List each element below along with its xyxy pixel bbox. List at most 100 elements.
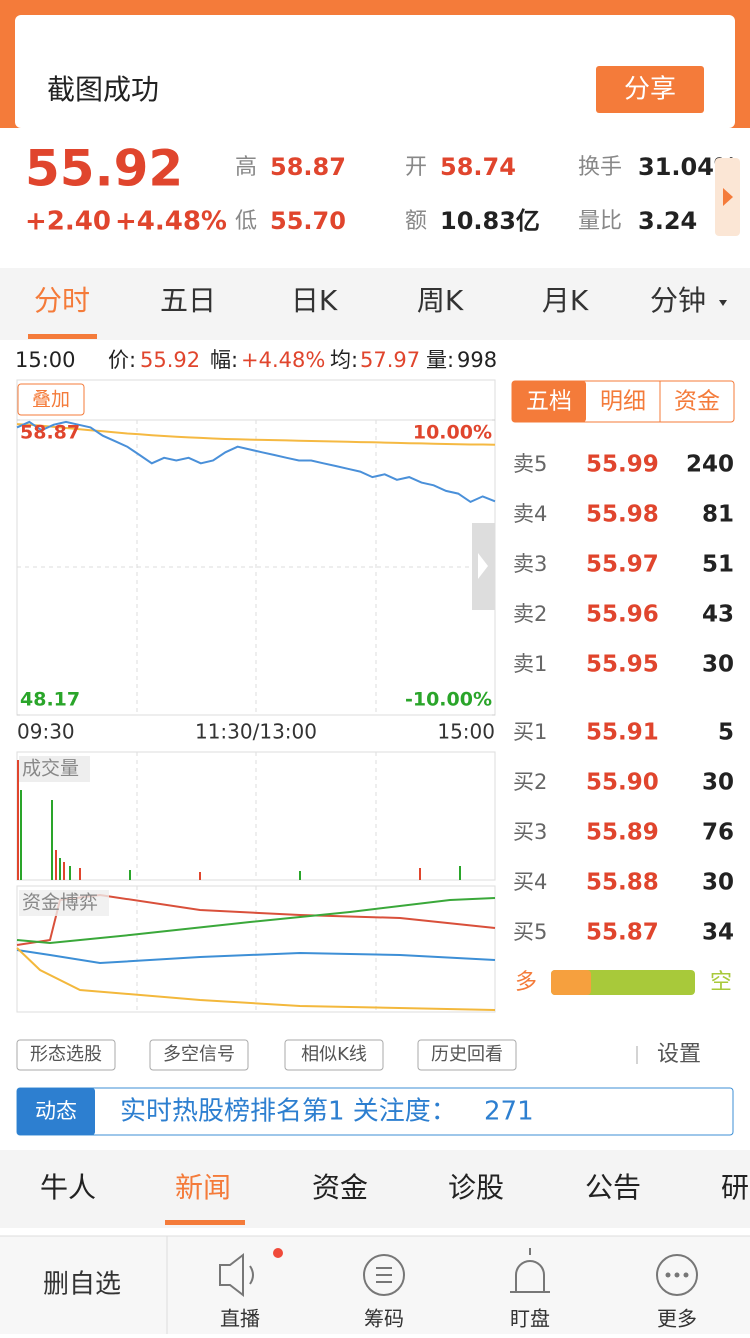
orderbook-tab[interactable]: 五档 bbox=[526, 389, 572, 415]
stat-label: 开 bbox=[405, 155, 427, 180]
level-price: 55.98 bbox=[586, 502, 659, 528]
label-bg bbox=[19, 890, 109, 916]
level-price: 55.95 bbox=[586, 652, 659, 678]
stat-label: 量比 bbox=[578, 209, 622, 234]
level-label: 买1 bbox=[513, 720, 547, 744]
level-price: 55.88 bbox=[586, 870, 659, 896]
active-tab bbox=[512, 381, 586, 422]
bottom-tab[interactable]: 新闻 bbox=[175, 1171, 231, 1204]
change-pct: +4.48% bbox=[115, 207, 227, 237]
level-price: 55.87 bbox=[586, 920, 659, 946]
tool-button[interactable] bbox=[417, 1039, 517, 1071]
overlay-label[interactable]: 叠加 bbox=[32, 389, 70, 411]
arrow bbox=[478, 553, 488, 579]
stat-value: 58.74 bbox=[440, 153, 516, 181]
x-label: 11:30/13:00 bbox=[195, 720, 317, 744]
orderbook-tab[interactable]: 明细 bbox=[600, 389, 646, 415]
long: 多 bbox=[515, 970, 537, 995]
tab-bar bbox=[0, 268, 750, 340]
level-label: 卖4 bbox=[513, 502, 547, 526]
tool-label[interactable]: 形态选股 bbox=[30, 1044, 102, 1065]
x-label: 15:00 bbox=[437, 720, 495, 744]
level-volume: 30 bbox=[702, 652, 734, 678]
y2-tick-label: 10.00% bbox=[413, 422, 492, 444]
info-pct: +4.48% bbox=[241, 348, 325, 372]
level-price: 55.90 bbox=[586, 770, 659, 796]
level-volume: 81 bbox=[702, 502, 734, 528]
tool-label[interactable]: 历史回看 bbox=[431, 1044, 503, 1065]
level-label: 买5 bbox=[513, 920, 547, 944]
stat-label: 高 bbox=[235, 155, 257, 180]
level-price: 55.89 bbox=[586, 820, 659, 846]
volume-label: 成交量 bbox=[22, 758, 79, 780]
tab[interactable]: 分钟 bbox=[650, 284, 706, 317]
clip bbox=[0, 128, 750, 148]
level-volume: 30 bbox=[702, 770, 734, 796]
toolbar-item[interactable]: 直播 bbox=[220, 1307, 260, 1331]
price-line bbox=[16, 420, 496, 504]
orderbook-tab[interactable]: 资金 bbox=[674, 389, 720, 415]
level-label: 买4 bbox=[513, 870, 547, 894]
y2-tick-label: -10.00% bbox=[405, 689, 492, 711]
info-time: 15:00 bbox=[15, 348, 76, 372]
icons bbox=[219, 1248, 698, 1298]
toolbar-item[interactable]: 更多 bbox=[657, 1307, 697, 1331]
level-label: 卖3 bbox=[513, 552, 547, 576]
level-volume: 240 bbox=[686, 452, 734, 478]
fund-label: 资金博弈 bbox=[22, 892, 98, 914]
stat-value: 10.83亿 bbox=[440, 207, 540, 235]
share-button[interactable] bbox=[596, 66, 704, 113]
arrow bbox=[723, 188, 733, 206]
tab[interactable]: 分时 bbox=[34, 284, 90, 317]
bottom-tab[interactable]: 牛人 bbox=[40, 1171, 96, 1204]
bottom-tab[interactable]: 诊股 bbox=[448, 1171, 504, 1204]
fund-lines bbox=[16, 893, 496, 1011]
level-volume: 30 bbox=[702, 870, 734, 896]
y-tick-label: 58.87 bbox=[20, 422, 80, 444]
info-avg: 57.97 bbox=[360, 348, 420, 372]
toolbar bbox=[0, 1236, 750, 1334]
stat-label: 额 bbox=[405, 209, 427, 234]
overlay-button[interactable] bbox=[17, 383, 85, 416]
tool-label[interactable]: 多空信号 bbox=[163, 1044, 235, 1065]
level-label: 卖2 bbox=[513, 602, 547, 626]
x-label: 09:30 bbox=[17, 720, 75, 744]
info-vol: 998 bbox=[457, 348, 497, 372]
toast-text: 截图成功 bbox=[47, 73, 159, 106]
level-price: 55.91 bbox=[586, 720, 659, 746]
level-volume: 76 bbox=[702, 820, 734, 846]
settings[interactable]: 设置 bbox=[657, 1042, 701, 1067]
level-volume: 5 bbox=[718, 720, 734, 746]
news-count[interactable]: 271 bbox=[484, 1097, 534, 1127]
share-label[interactable]: 分享 bbox=[624, 75, 676, 105]
level-price: 55.96 bbox=[586, 602, 659, 628]
bottom-tab[interactable]: 公告 bbox=[585, 1171, 641, 1204]
tab[interactable]: 周K bbox=[417, 284, 464, 317]
level-label: 买3 bbox=[513, 820, 547, 844]
remove-watchlist[interactable]: 删自选 bbox=[43, 1270, 121, 1300]
stat-value: 58.87 bbox=[270, 153, 346, 181]
level-volume: 51 bbox=[702, 552, 734, 578]
tool-button[interactable] bbox=[284, 1039, 384, 1071]
level-price: 55.97 bbox=[586, 552, 659, 578]
tab[interactable]: 五日 bbox=[160, 284, 216, 317]
tab[interactable]: 月K bbox=[542, 284, 589, 317]
y-tick-label: 48.17 bbox=[20, 689, 80, 711]
badge bbox=[273, 1248, 283, 1258]
tool-button[interactable] bbox=[149, 1039, 249, 1071]
level-label: 卖5 bbox=[513, 452, 547, 476]
info-price: 55.92 bbox=[140, 348, 200, 372]
tool-button[interactable] bbox=[16, 1039, 116, 1071]
level-label: 卖1 bbox=[513, 652, 547, 676]
toolbar-item[interactable]: 盯盘 bbox=[510, 1307, 550, 1331]
bottom-tab[interactable]: 资金 bbox=[312, 1171, 368, 1204]
stat-value: 3.24 bbox=[638, 207, 697, 235]
news-text[interactable]: 实时热股榜排名第1 关注度： bbox=[120, 1097, 457, 1127]
tool-label[interactable]: 相似K线 bbox=[301, 1044, 367, 1065]
bottom-tab[interactable]: 研 bbox=[721, 1171, 749, 1204]
tab-underline bbox=[28, 334, 97, 339]
dropdown bbox=[719, 300, 727, 306]
toolbar-item[interactable]: 筹码 bbox=[364, 1307, 404, 1331]
tab[interactable]: 日K bbox=[291, 284, 338, 317]
